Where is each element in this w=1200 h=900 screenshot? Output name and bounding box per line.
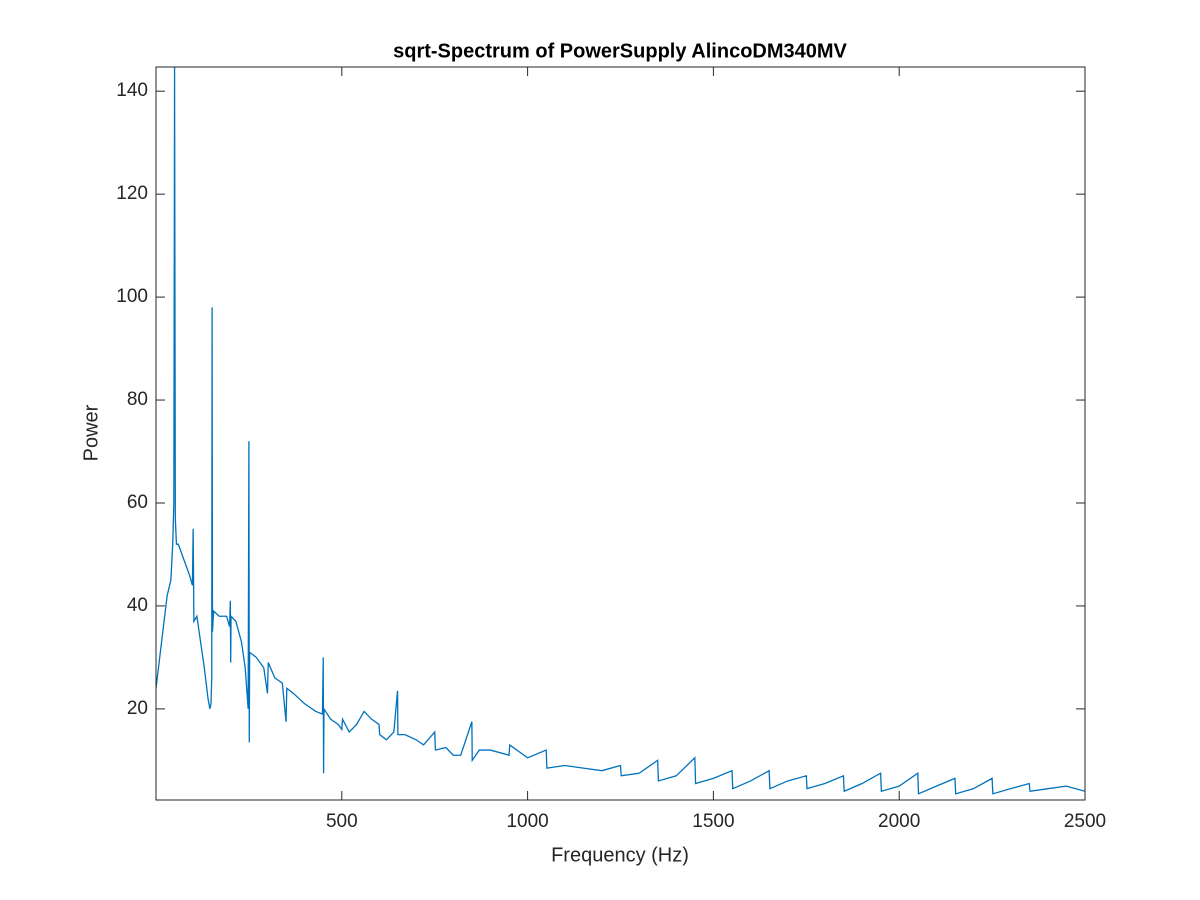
x-axis-label: Frequency (Hz) — [551, 844, 689, 866]
y-axis-label: Power — [80, 404, 102, 461]
x-tick-label: 1000 — [506, 811, 548, 832]
y-tick-label: 40 — [127, 595, 148, 616]
plot-frame — [155, 66, 1086, 801]
x-tick-label: 2500 — [1064, 811, 1106, 832]
x-tick-label: 500 — [326, 811, 358, 832]
y-tick-label: 120 — [116, 183, 148, 204]
y-tick-label: 140 — [116, 80, 148, 101]
y-tick-label: 20 — [127, 698, 148, 719]
y-tick-label: 60 — [127, 492, 148, 513]
y-tick-label: 80 — [127, 389, 148, 410]
x-tick-label: 2000 — [878, 811, 920, 832]
chart-title: sqrt-Spectrum of PowerSupply AlincoDM340… — [393, 40, 847, 62]
y-tick-label: 100 — [116, 286, 148, 307]
x-tick-label: 1500 — [692, 811, 734, 832]
line-series — [156, 67, 1085, 795]
